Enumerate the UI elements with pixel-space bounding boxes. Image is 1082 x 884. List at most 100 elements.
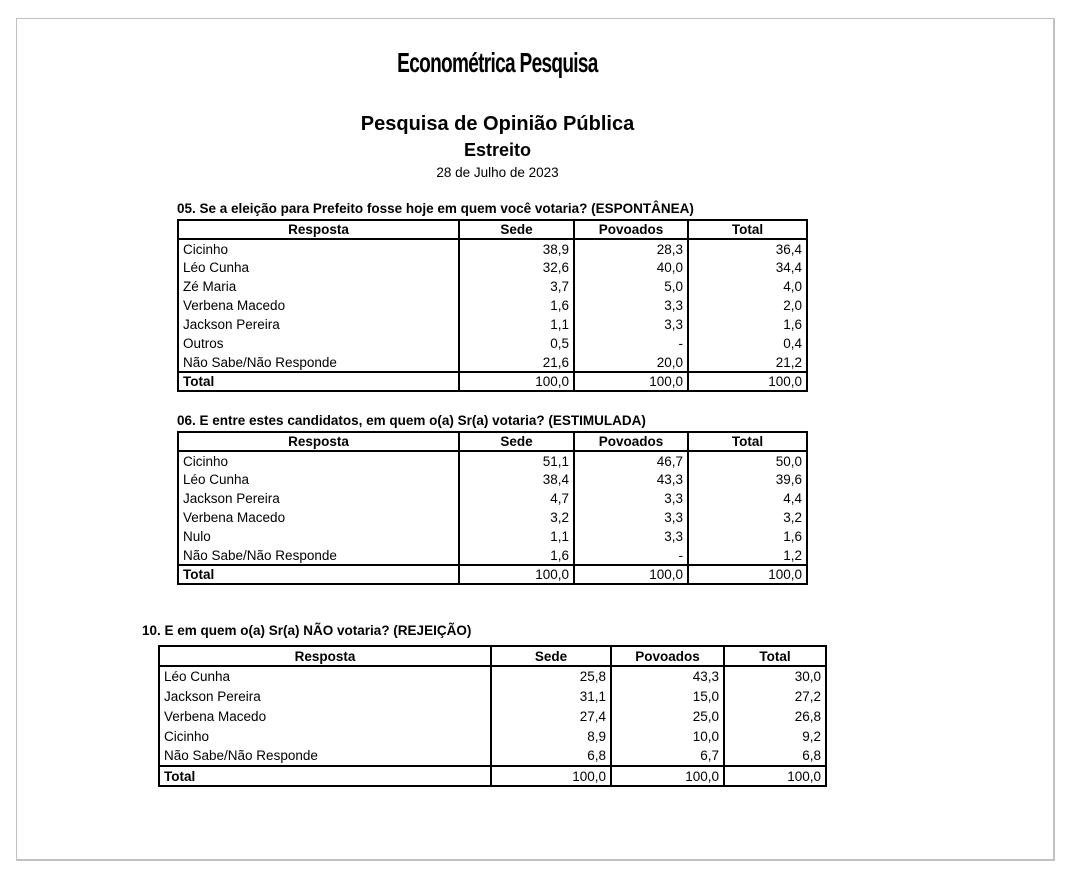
value-cell: 34,4 [687,258,807,277]
table-title: 06. E entre estes candidatos, em quem o(… [177,413,646,428]
value-cell: 27,4 [490,706,611,726]
survey-table-block-estimulada: 06. E entre estes candidatos, em quem o(… [177,413,808,585]
value-cell: 1,6 [458,546,574,565]
table-header-cell: Sede [458,432,574,452]
table-row: Zé Maria 3,7 5,0 4,0 [178,277,807,296]
value-cell: 51,1 [458,451,574,470]
table-header-cell: Povoados [573,432,688,452]
document-title: Pesquisa de Opinião Pública [360,113,635,135]
value-cell: 1,2 [687,546,807,565]
value-cell: 6,8 [723,746,826,766]
response-cell: Não Sabe/Não Responde [164,748,318,763]
value-cell: 4,7 [458,489,574,508]
response-cell: Léo Cunha [183,472,250,487]
response-cell: Jackson Pereira [183,317,280,332]
value-cell: 3,2 [458,508,574,527]
response-cell: Jackson Pereira [183,491,280,506]
table-row: Não Sabe/Não Responde 21,6 20,0 21,2 [178,353,807,372]
value-cell: 100,0 [573,371,688,391]
value-cell: 0,5 [458,334,574,353]
value-cell: 50,0 [687,451,807,470]
value-cell: 25,0 [610,706,724,726]
table-header-cell: Povoados [610,646,724,667]
table-row: Não Sabe/Não Responde 1,6-1,2 [178,546,807,565]
table-title: 05. Se a eleição para Prefeito fosse hoj… [177,201,694,216]
table-row: Léo Cunha 38,4 43,3 39,6 [178,470,807,489]
value-cell: 9,2 [723,726,826,746]
table-total-row: Total 100,0 100,0 100,0 [178,564,807,584]
value-cell: 100,0 [687,564,807,584]
table-row: Verbena Macedo 27,4 25,0 26,8 [159,706,826,726]
company-logo: Econométrica Pesquisa [397,47,598,78]
response-cell: Outros [183,336,224,351]
value-cell: 8,9 [490,726,611,746]
response-cell: Total [159,765,491,786]
value-cell: 6,8 [490,746,611,766]
table-row: Jackson Pereira 1,1 3,3 1,6 [178,315,807,334]
response-cell: Total [178,371,459,391]
value-cell: 40,0 [573,258,688,277]
response-cell: Léo Cunha [164,669,231,684]
value-cell: 15,0 [610,686,724,706]
table-header-row: Resposta Sede Povoados Total [178,432,807,452]
data-table: Resposta Sede Povoados Total Cicinho 51,1 46,… [177,431,808,585]
table-row: Jackson Pereira 4,7 3,3 4,4 [178,489,807,508]
value-cell: 100,0 [687,371,807,391]
response-cell: Verbena Macedo [183,298,286,313]
value-cell: 20,0 [573,353,688,372]
response-cell: Zé Maria [183,279,237,294]
table-header-cell: Resposta [178,220,459,240]
table-row: Verbena Macedo 3,2 3,3 3,2 [178,508,807,527]
value-cell: 100,0 [573,564,688,584]
value-cell: 10,0 [610,726,724,746]
value-cell: 25,8 [490,666,611,686]
value-cell: 1,1 [458,527,574,546]
table-header-row: Resposta Sede Povoados Total [159,646,826,667]
value-cell: 4,4 [687,489,807,508]
table-header-cell: Sede [490,646,611,667]
value-cell: 100,0 [458,564,574,584]
table-title: 10. E em quem o(a) Sr(a) NÃO votaria? (R… [142,623,472,638]
value-cell: 5,0 [573,277,688,296]
table-row: Léo Cunha 25,8 43,3 30,0 [159,666,826,686]
value-cell: 21,6 [458,353,574,372]
table-header-cell: Total [687,432,807,452]
value-cell: 100,0 [490,765,611,786]
data-table: Resposta Sede Povoados Total Léo Cunha 25,8 4… [158,645,827,787]
value-cell: - [573,546,688,565]
response-cell: Cicinho [164,728,210,744]
table-header-cell: Total [687,220,807,240]
table-header-row: Resposta Sede Povoados Total [178,220,807,240]
logo-container: Econométrica Pesquisa [16,49,979,77]
value-cell: 30,0 [723,666,826,686]
response-cell: Cicinho [183,453,229,469]
table-total-row: Total 100,0 100,0 100,0 [159,765,826,786]
document-date: 28 de Julho de 2023 [436,165,559,180]
value-cell: 38,4 [458,470,574,489]
value-cell: 31,1 [490,686,611,706]
table-total-row: Total 100,0 100,0 100,0 [178,371,807,391]
table-header-cell: Resposta [159,646,491,667]
value-cell: 39,6 [687,470,807,489]
document-subtitle: Estreito [463,140,532,160]
value-cell: 28,3 [573,239,688,258]
value-cell: 3,7 [458,277,574,296]
table-row: Outros 0,5-0,4 [178,334,807,353]
table-row: Não Sabe/Não Responde 6,8 6,7 6,8 [159,746,826,766]
value-cell: - [573,334,688,353]
response-cell: Não Sabe/Não Responde [183,547,337,563]
table-row: Verbena Macedo 1,6 3,3 2,0 [178,296,807,315]
value-cell: 3,3 [573,296,688,315]
response-cell: Total [178,564,459,584]
value-cell: 0,4 [687,334,807,353]
response-cell: Verbena Macedo [183,510,286,525]
table-header-cell: Total [723,646,826,667]
table-row: Nulo 1,1 3,3 1,6 [178,527,807,546]
value-cell: 26,8 [723,706,826,726]
value-cell: 3,3 [573,527,688,546]
value-cell: 32,6 [458,258,574,277]
table-header-cell: Resposta [178,432,459,452]
value-cell: 100,0 [458,371,574,391]
value-cell: 3,3 [573,508,688,527]
table-row: Léo Cunha 32,6 40,0 34,4 [178,258,807,277]
